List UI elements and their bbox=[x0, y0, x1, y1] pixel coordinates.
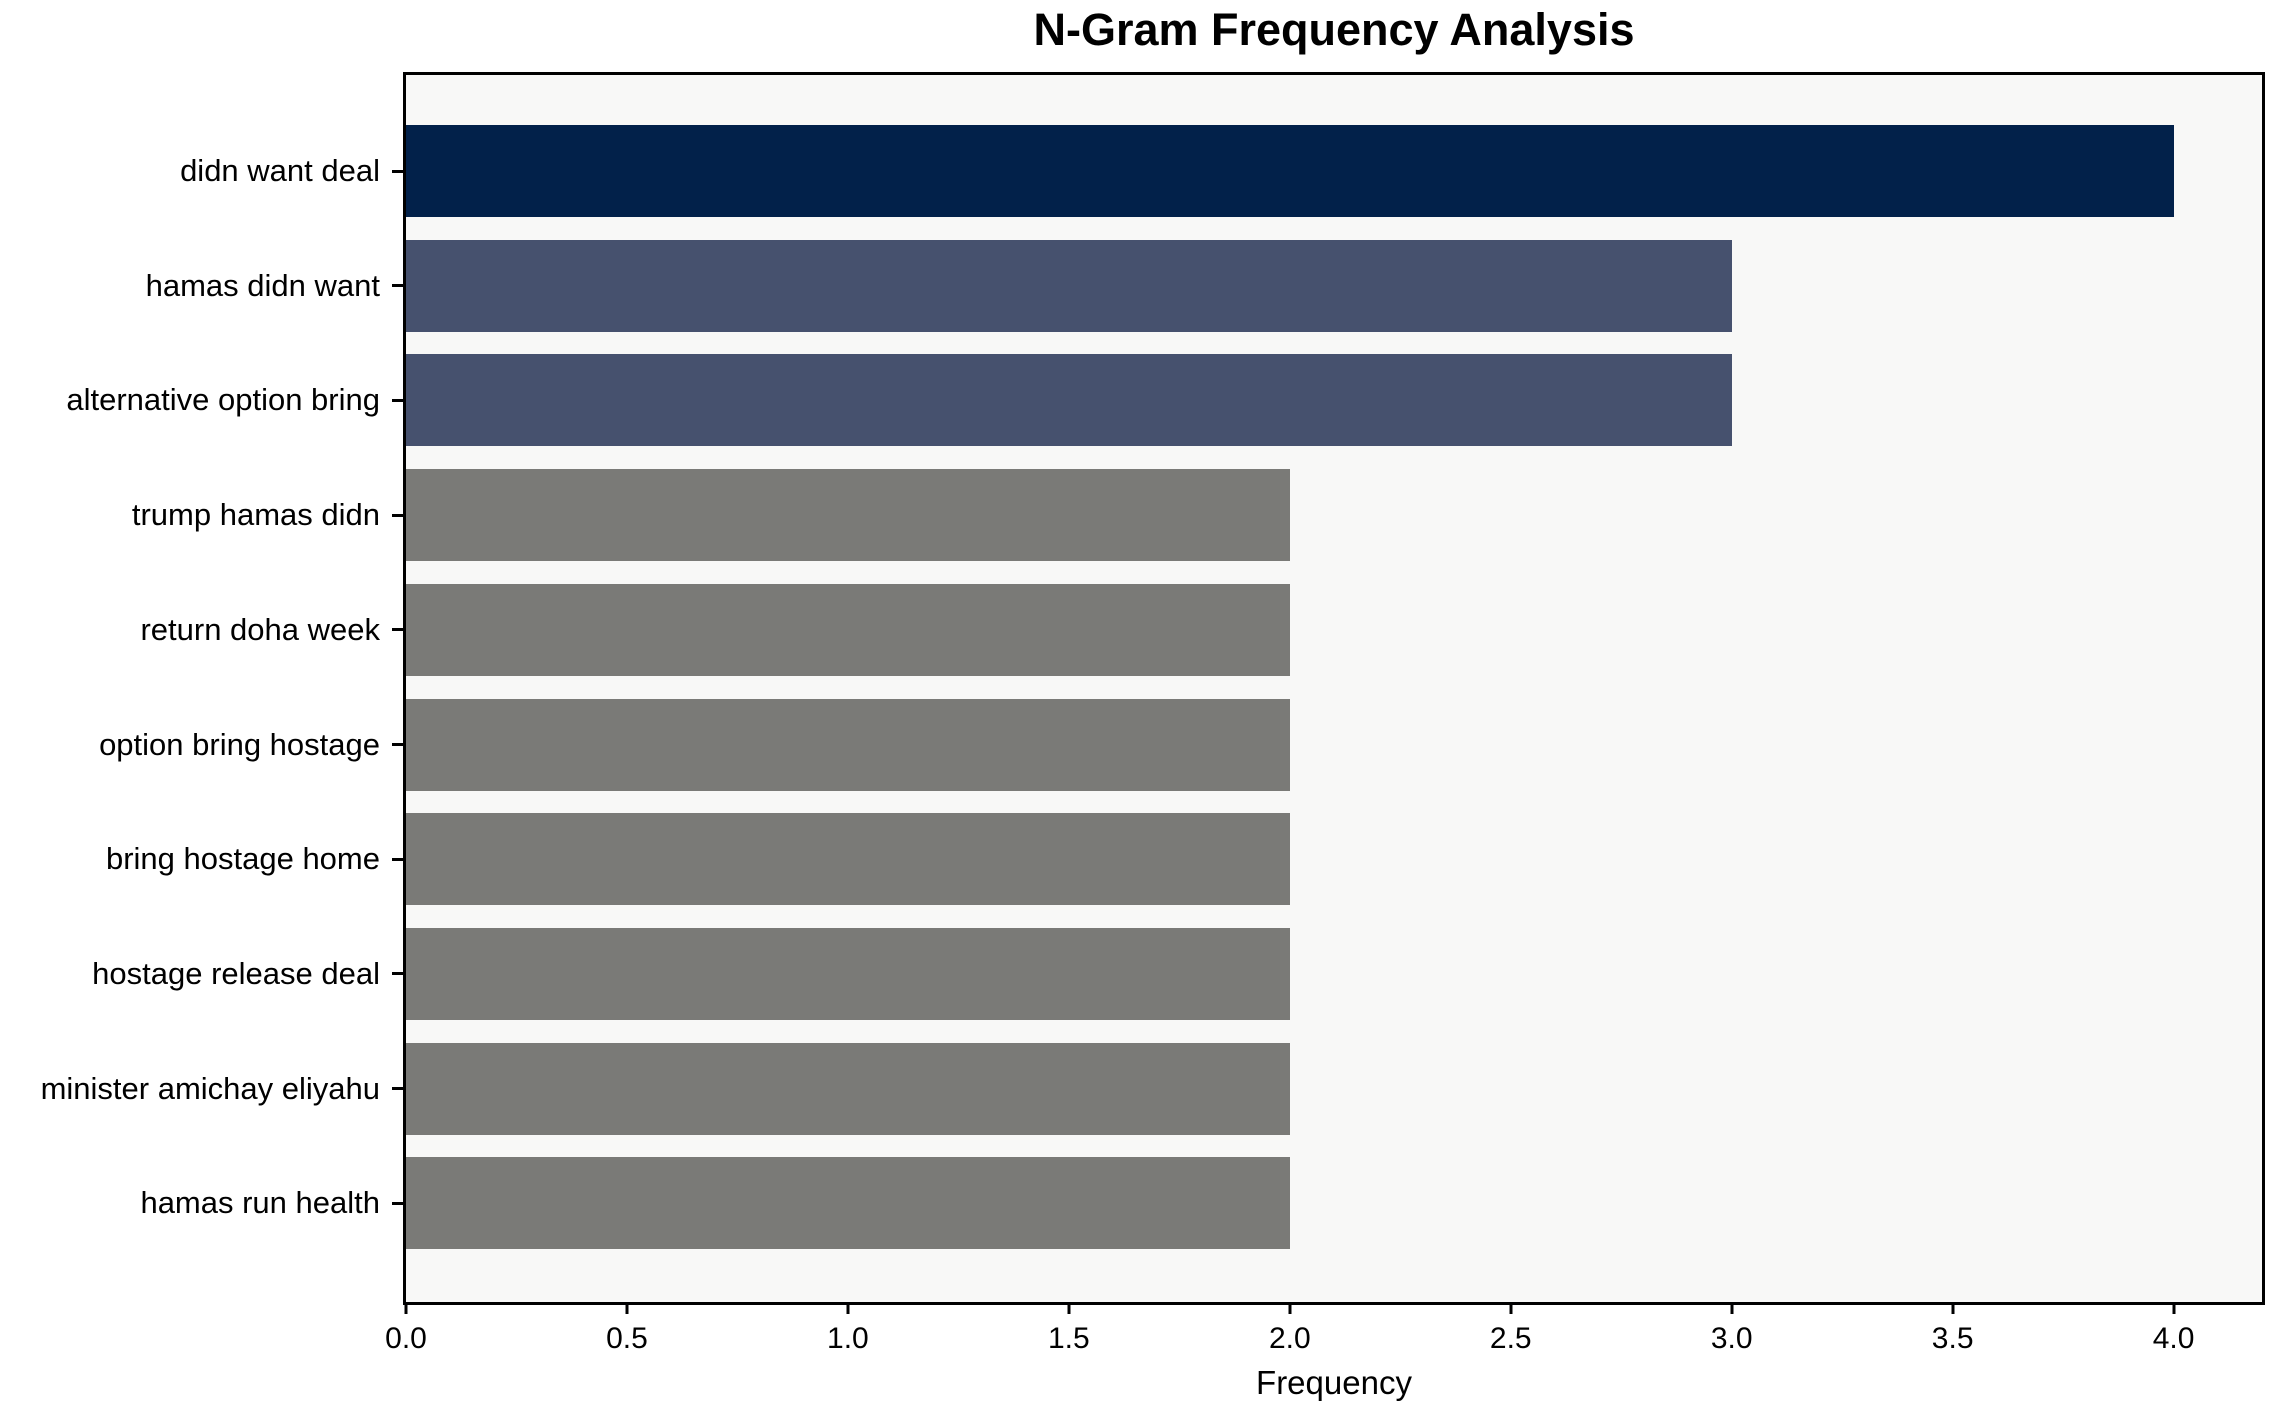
x-tick-label: 1.5 bbox=[1047, 1322, 1090, 1355]
bar bbox=[406, 239, 1732, 332]
y-tick-label: hamas run health bbox=[140, 1185, 380, 1221]
bar bbox=[406, 1042, 1290, 1135]
y-tick-label: return doha week bbox=[140, 611, 380, 647]
y-tick-mark bbox=[392, 284, 403, 288]
y-tick-mark bbox=[392, 513, 403, 517]
x-axis-label: Frequency bbox=[1256, 1364, 1412, 1401]
bar bbox=[406, 583, 1290, 676]
y-tick-mark bbox=[392, 1087, 403, 1091]
x-tick-mark bbox=[1288, 1302, 1292, 1314]
y-tick-mark bbox=[392, 169, 403, 173]
y-tick-mark bbox=[392, 398, 403, 402]
y-tick-label: option bring hostage bbox=[99, 726, 380, 762]
y-tick-mark bbox=[392, 1201, 403, 1205]
y-tick-label: trump hamas didn bbox=[131, 497, 380, 533]
bar bbox=[406, 813, 1290, 906]
x-tick-label: 3.0 bbox=[1710, 1322, 1753, 1355]
y-tick-label: minister amichay eliyahu bbox=[40, 1070, 380, 1106]
bar bbox=[406, 1157, 1290, 1250]
y-tick-mark bbox=[392, 628, 403, 632]
x-tick-mark bbox=[2172, 1302, 2176, 1314]
x-tick-mark bbox=[846, 1302, 850, 1314]
bar bbox=[406, 354, 1732, 447]
x-tick-mark bbox=[1730, 1302, 1734, 1314]
x-tick-label: 0.0 bbox=[385, 1322, 427, 1355]
y-tick-label: hamas didn want bbox=[145, 267, 380, 303]
x-tick-mark bbox=[1067, 1302, 1071, 1314]
plot-area: didn want deal hamas didn want alternative… bbox=[41, 72, 2265, 1355]
x-tick-label: 3.5 bbox=[1931, 1322, 1974, 1355]
x-tick-label: 1.0 bbox=[827, 1322, 869, 1355]
x-tick-mark bbox=[1509, 1302, 1513, 1314]
bar bbox=[406, 698, 1290, 791]
bar bbox=[406, 125, 2174, 217]
x-tick-label: 0.5 bbox=[606, 1322, 648, 1355]
y-tick-mark bbox=[392, 743, 403, 746]
y-tick-label: bring hostage home bbox=[105, 841, 380, 877]
bar bbox=[406, 469, 1290, 562]
x-tick-mark bbox=[404, 1302, 408, 1314]
y-tick-label: didn want deal bbox=[180, 153, 380, 188]
x-tick-mark bbox=[1951, 1302, 1955, 1314]
y-tick-mark bbox=[392, 972, 403, 976]
x-tick-label: 2.0 bbox=[1268, 1322, 1311, 1355]
x-tick-label: 2.5 bbox=[1489, 1322, 1532, 1355]
y-tick-label: hostage release deal bbox=[92, 955, 380, 991]
x-tick-label: 4.0 bbox=[2152, 1322, 2195, 1355]
y-tick-label: alternative option bring bbox=[66, 382, 380, 418]
bar bbox=[406, 927, 1290, 1020]
y-tick-mark bbox=[392, 857, 403, 861]
chart-title: N-Gram Frequency Analysis bbox=[1033, 4, 1635, 55]
x-tick-mark bbox=[625, 1302, 629, 1314]
